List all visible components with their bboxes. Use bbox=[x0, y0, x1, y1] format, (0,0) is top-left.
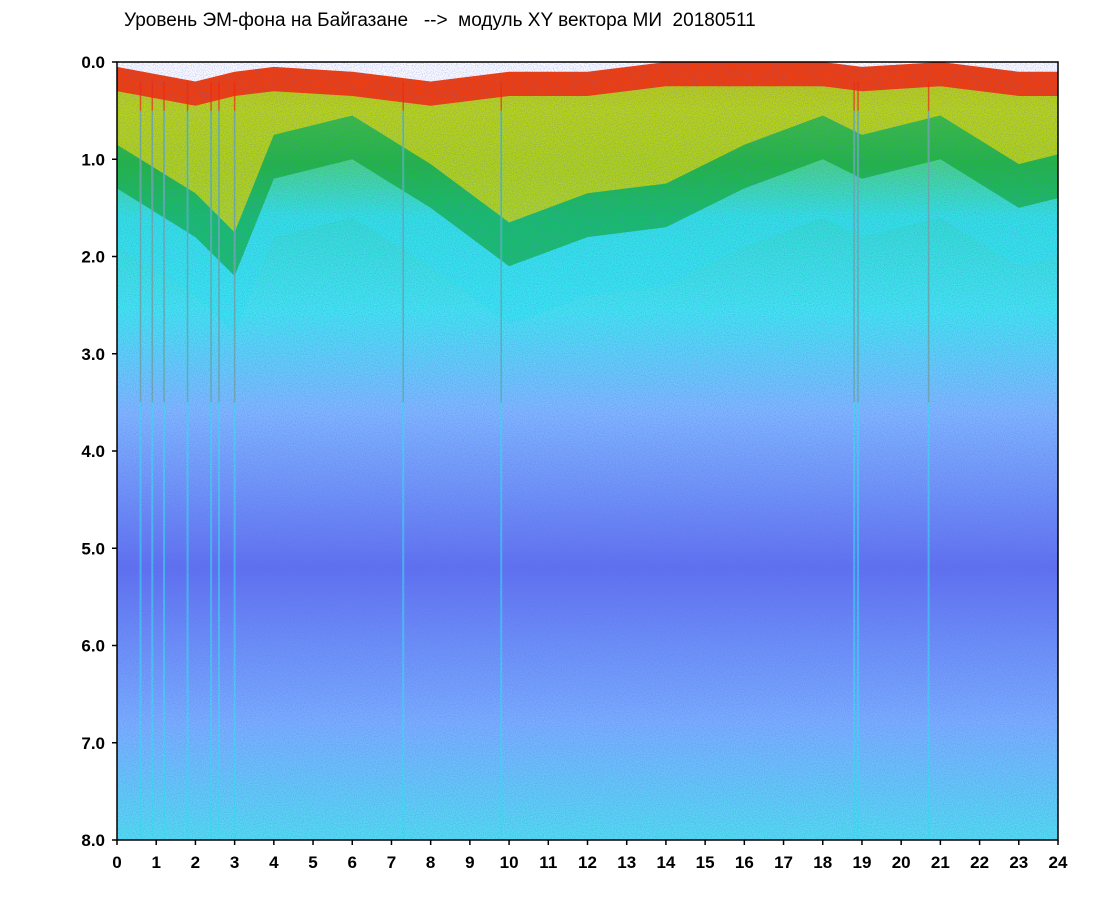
x-tick-label: 1 bbox=[151, 853, 160, 872]
x-tick-label: 20 bbox=[892, 853, 911, 872]
x-tick-label: 10 bbox=[500, 853, 519, 872]
x-tick-label: 16 bbox=[735, 853, 754, 872]
x-tick-label: 18 bbox=[813, 853, 832, 872]
x-tick-label: 24 bbox=[1049, 853, 1068, 872]
x-tick-label: 9 bbox=[465, 853, 474, 872]
x-tick-label: 15 bbox=[696, 853, 715, 872]
x-tick-label: 3 bbox=[230, 853, 239, 872]
chart-title: Уровень ЭМ-фона на Байгазане --> модуль … bbox=[124, 10, 756, 31]
x-tick-label: 13 bbox=[617, 853, 636, 872]
x-tick-label: 11 bbox=[539, 853, 557, 872]
x-tick-label: 8 bbox=[426, 853, 435, 872]
y-tick-label: 6.0 bbox=[81, 637, 105, 656]
y-tick-label: 8.0 bbox=[81, 831, 105, 850]
y-tick-label: 0.0 bbox=[81, 53, 105, 72]
x-tick-label: 5 bbox=[308, 853, 317, 872]
x-tick-label: 23 bbox=[1009, 853, 1028, 872]
y-tick-label: 1.0 bbox=[81, 150, 105, 169]
x-tick-label: 7 bbox=[387, 853, 396, 872]
heatmap-noise bbox=[117, 62, 1058, 840]
x-tick-label: 2 bbox=[191, 853, 200, 872]
x-tick-label: 21 bbox=[931, 853, 950, 872]
x-tick-label: 4 bbox=[269, 853, 279, 872]
x-tick-label: 17 bbox=[774, 853, 793, 872]
x-tick-label: 12 bbox=[578, 853, 597, 872]
y-axis: 0.0 1.0 2.0 3.0 4.0 5.0 6.0 7.0 8.0 bbox=[81, 53, 117, 850]
y-tick-label: 7.0 bbox=[81, 734, 105, 753]
y-tick-label: 3.0 bbox=[81, 345, 105, 364]
x-tick-label: 0 bbox=[112, 853, 121, 872]
x-tick-label: 22 bbox=[970, 853, 989, 872]
y-tick-label: 5.0 bbox=[81, 539, 105, 558]
plot-area bbox=[116, 61, 1059, 841]
x-tick-label: 19 bbox=[852, 853, 871, 872]
x-axis: 0 1 2 3 4 5 6 7 8 9 10 11 12 13 14 15 16 17 18 19 20 21 22 23 24 bbox=[112, 840, 1068, 872]
x-tick-label: 14 bbox=[656, 853, 675, 872]
y-tick-label: 2.0 bbox=[81, 248, 105, 267]
y-tick-label: 4.0 bbox=[81, 442, 105, 461]
x-tick-label: 6 bbox=[348, 853, 357, 872]
